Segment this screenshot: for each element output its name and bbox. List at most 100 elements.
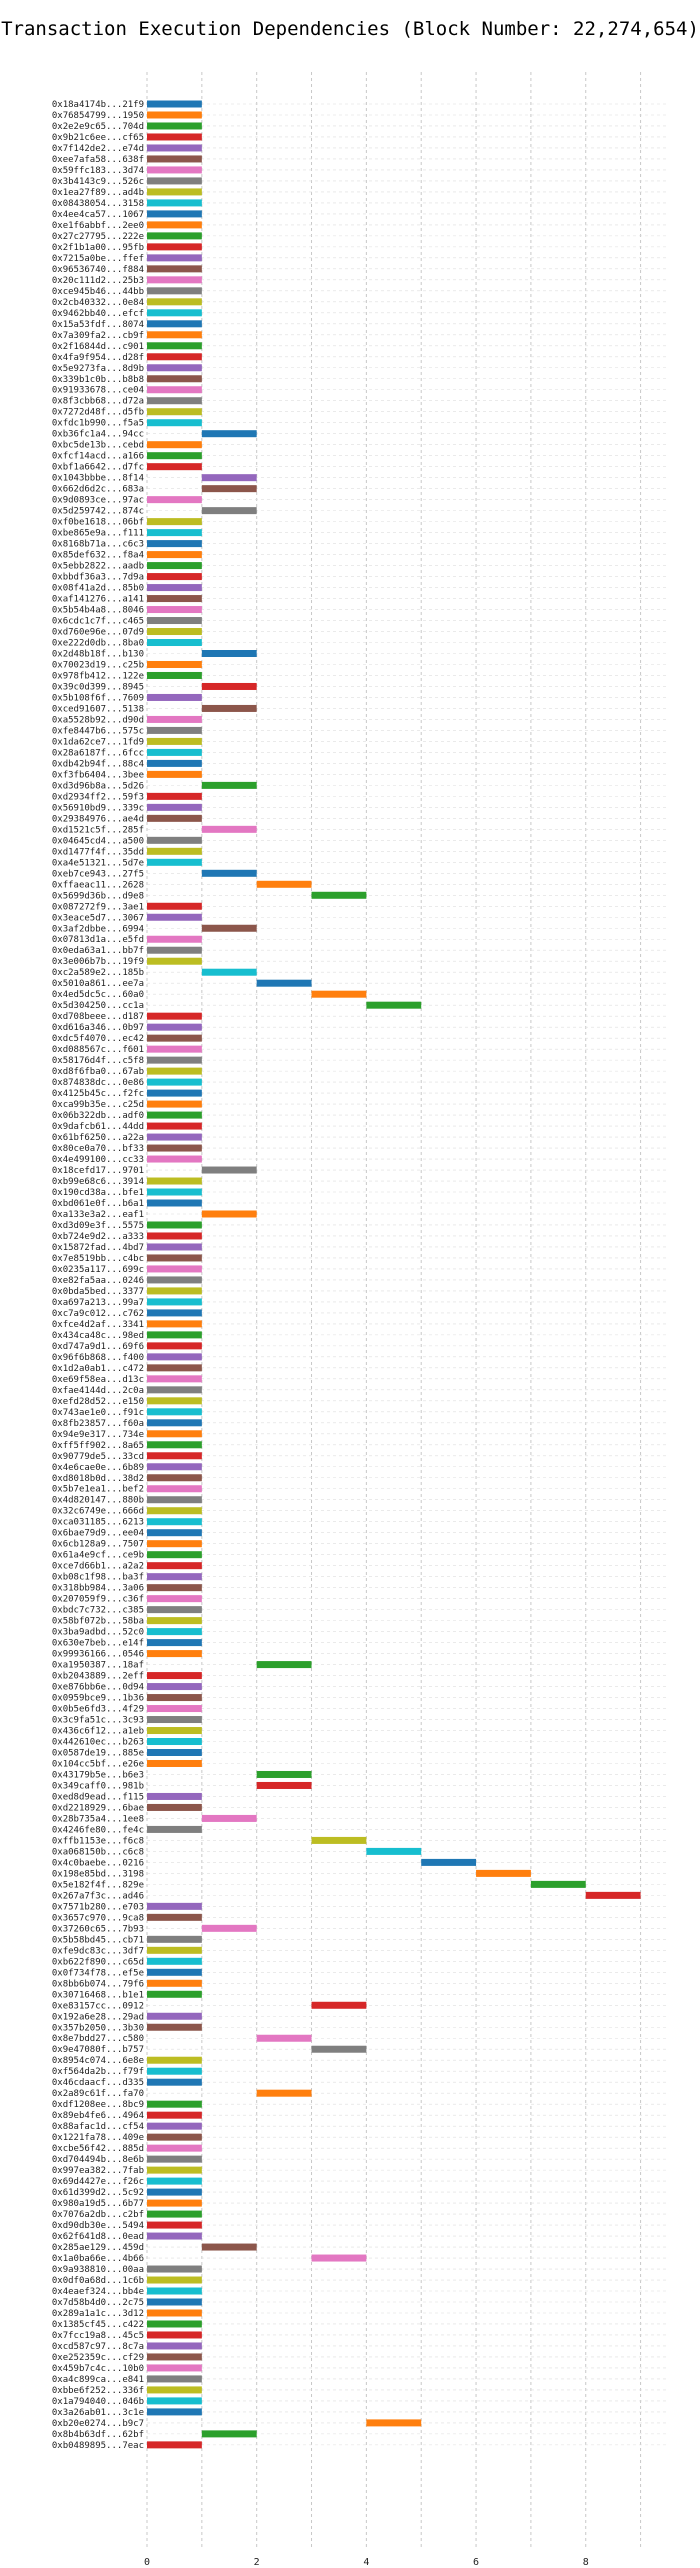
transaction-label: 0x4c0baebe...0216 [52, 1858, 144, 1868]
transaction-label: 0xb724e9d2...a333 [52, 1232, 144, 1242]
transaction-bar [147, 748, 202, 756]
transaction-label: 0xe82fa5aa...0246 [52, 1276, 144, 1286]
transaction-bar [147, 441, 202, 449]
transaction-label: 0x0235a117...699c [52, 1265, 144, 1275]
transaction-label: 0xe876bb6e...0d94 [52, 1683, 144, 1693]
transaction-label: 0xe69f58ea...d13c [52, 1375, 144, 1385]
transaction-label: 0xed8d9ead...f115 [52, 1792, 144, 1802]
transaction-bar [147, 1342, 202, 1350]
transaction-label: 0xbbdf36a3...7d9a [52, 573, 144, 583]
grid-lines [146, 72, 668, 2550]
transaction-label: 0xce945b46...44bb [52, 287, 144, 297]
transaction-label: 0x8954c074...6e8e [52, 2056, 144, 2066]
transaction-bar [147, 408, 202, 416]
transaction-bar [147, 2111, 202, 2119]
transaction-label: 0x07813d1a...e5fd [52, 935, 144, 945]
chart-title: Transaction Execution Dependencies (Bloc… [1, 18, 699, 40]
transaction-bar [147, 1188, 202, 1196]
transaction-bar [147, 2210, 202, 2218]
transaction-bar [147, 792, 202, 800]
transaction-bar [201, 924, 257, 932]
transaction-bar [201, 1814, 257, 1822]
transaction-label: 0xa5528b92...d90d [52, 715, 144, 725]
transaction-bar [147, 2067, 202, 2075]
transaction-label: 0xced91607...5138 [52, 704, 144, 714]
transaction-label: 0xbbe6f252...336f [52, 2386, 144, 2396]
transaction-bar [147, 2265, 202, 2273]
transaction-bar [147, 2232, 202, 2240]
transaction-label: 0x7272d48f...d5fb [52, 408, 144, 418]
transaction-label: 0x76854799...1950 [52, 111, 144, 121]
transaction-bar [147, 1990, 202, 1998]
x-tick-label: 4 [363, 2557, 369, 2568]
transaction-label: 0x89eb4fe6...4964 [52, 2111, 144, 2121]
transaction-bar [147, 2353, 202, 2361]
transaction-bar [147, 1606, 202, 1614]
transaction-bar [147, 1232, 202, 1240]
transaction-label: 0xcbe56f42...885d [52, 2144, 144, 2154]
x-tick-label: 6 [473, 2557, 479, 2568]
transaction-bar [311, 2045, 367, 2053]
transaction-label: 0xb0489895...7eac [52, 2441, 144, 2451]
transaction-bar [147, 133, 202, 141]
transaction-bar [147, 1716, 202, 1724]
transaction-bar [201, 1924, 257, 1932]
transaction-label: 0xe1f6abbf...2ee0 [52, 221, 144, 231]
x-tick-label: 8 [583, 2557, 589, 2568]
transaction-bar [147, 1529, 202, 1537]
transaction-bar [201, 474, 257, 482]
transaction-label: 0x90779de5...33cd [52, 1452, 144, 1462]
x-tick-label: 2 [254, 2557, 260, 2568]
transaction-label: 0xb36fc1a4...94cc [52, 430, 144, 440]
transaction-bar [147, 331, 202, 339]
transaction-label: 0x459b7c4c...10b0 [52, 2364, 144, 2374]
transaction-bar [147, 902, 202, 910]
transaction-bar [311, 891, 367, 899]
transaction-label: 0x349caff0...981b [52, 1781, 144, 1791]
transaction-bar [256, 1661, 312, 1669]
transaction-bar [147, 1012, 202, 1020]
transaction-bar [147, 2100, 202, 2108]
transaction-bar [201, 825, 257, 833]
transaction-label: 0x08438054...3158 [52, 199, 144, 209]
transaction-bar [201, 1166, 257, 1174]
transaction-bar [147, 2221, 202, 2229]
transaction-bar [147, 342, 202, 350]
transaction-label: 0xb2043889...2eff [52, 1672, 144, 1682]
transaction-bar [201, 2430, 257, 2438]
transaction-label: 0x1043bbbe...8f14 [52, 474, 144, 484]
transaction-label: 0xb08c1f98...ba3f [52, 1573, 144, 1583]
transaction-label: 0x4eaef324...bb4e [52, 2287, 144, 2297]
transaction-bar [147, 2320, 202, 2328]
transaction-bar [147, 1727, 202, 1735]
transaction-label: 0xefd28d52...e150 [52, 1397, 144, 1407]
transaction-label: 0x20c111d2...25b3 [52, 276, 144, 286]
transaction-label: 0xdc5f4070...ec42 [52, 1034, 144, 1044]
transaction-label: 0xbd061e0f...b6a1 [52, 1199, 144, 1209]
transaction-label: 0x39c0d399...8945 [52, 682, 144, 692]
transaction-bar [366, 1847, 422, 1855]
transaction-bar [147, 1111, 202, 1119]
transaction-bar [147, 2012, 202, 2020]
transaction-bar [147, 1617, 202, 1625]
transaction-label: 0x8f3cbb68...d72a [52, 397, 144, 407]
transaction-bar [147, 562, 202, 570]
x-tick-label: 0 [144, 2557, 150, 2568]
transaction-label: 0x70023d19...c25b [52, 660, 144, 670]
transaction-bar [147, 1056, 202, 1064]
transaction-label: 0x1a0ba66e...4b66 [52, 2254, 144, 2264]
transaction-label: 0x9d0893ce...97ac [52, 496, 144, 506]
transaction-bar [147, 858, 202, 866]
transaction-label: 0x8bb6b074...79f6 [52, 1979, 144, 1989]
transaction-bar [147, 1803, 202, 1811]
transaction-bar [147, 2188, 202, 2196]
transaction-bar [147, 1287, 202, 1295]
transaction-bar [147, 2309, 202, 2317]
transaction-label: 0xeb7ce943...27f5 [52, 869, 144, 879]
transaction-label: 0x7215a0be...ffef [52, 254, 144, 264]
transaction-label: 0x8168b71a...c6c3 [52, 540, 144, 550]
transaction-bar [147, 1551, 202, 1559]
transaction-label: 0x61d399d2...5c92 [52, 2188, 144, 2198]
transaction-bar [256, 1781, 312, 1789]
transaction-label: 0x9462bb40...efcf [52, 309, 144, 319]
